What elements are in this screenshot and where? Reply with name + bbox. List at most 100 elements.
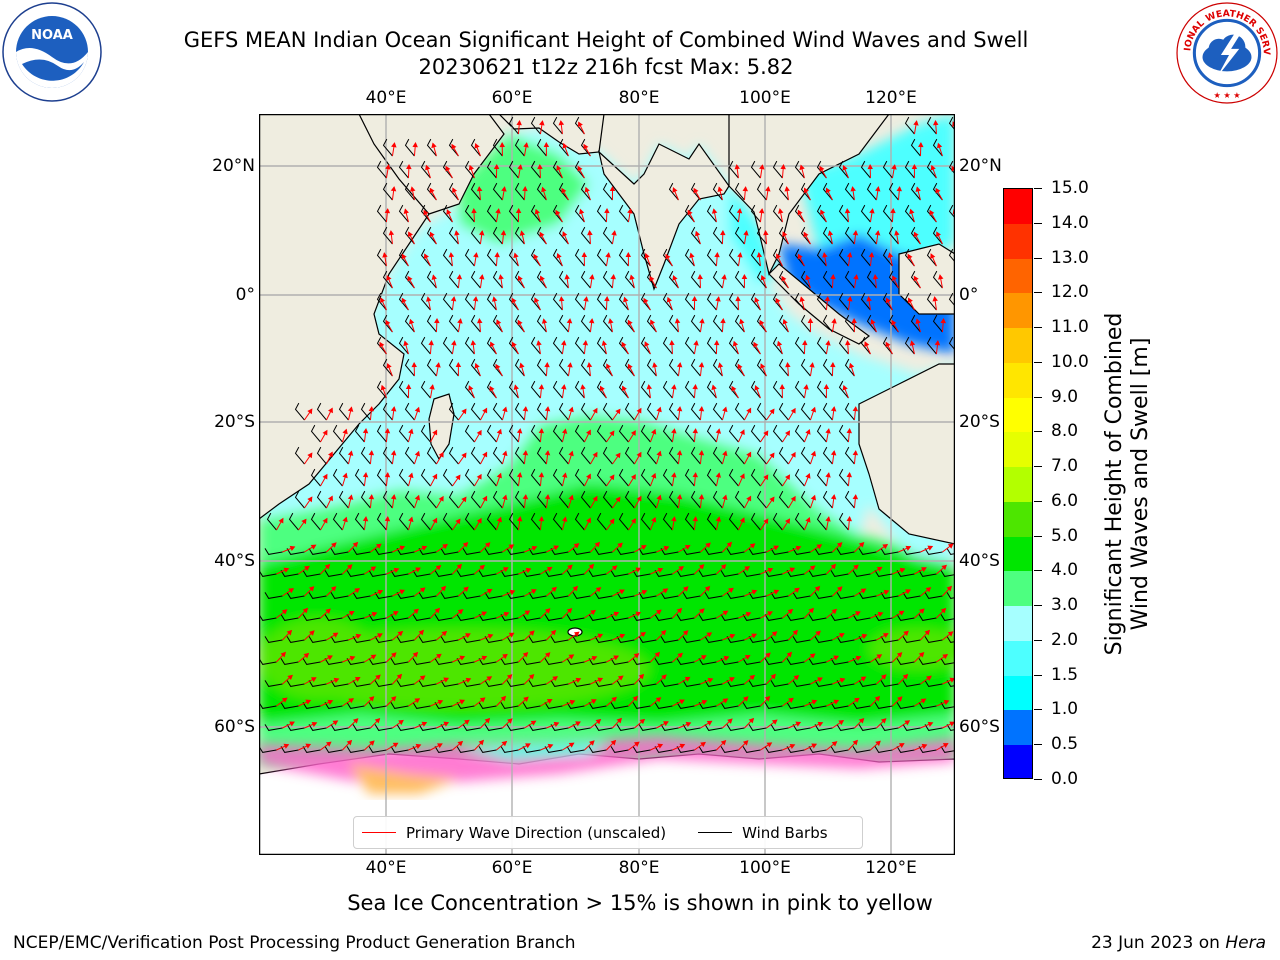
wind-barb [662, 380, 673, 399]
wave-direction-arrowhead [499, 141, 505, 148]
wind-barb [404, 358, 415, 377]
wind-barb [514, 402, 525, 421]
wave-direction-arrowhead [517, 319, 523, 326]
wave-direction-arrowhead [476, 473, 482, 480]
wind-barb [712, 226, 723, 245]
wave-direction-arrowhead [327, 655, 333, 661]
wave-direction-arrowhead [759, 164, 765, 170]
wave-direction-arrowhead [423, 209, 429, 216]
wave-direction-arrowhead [720, 317, 726, 324]
wind-barb [874, 702, 893, 709]
wave-direction-arrowhead [687, 209, 693, 216]
wind-barb [786, 614, 805, 621]
wind-barb [376, 248, 387, 267]
wave-direction-arrowhead [717, 186, 723, 193]
wave-direction-arrowhead [459, 699, 466, 705]
wind-barb [668, 446, 679, 465]
wave-direction-arrowhead [348, 698, 355, 704]
wind-barb [530, 292, 541, 311]
wave-direction-arrowhead [418, 629, 425, 636]
wind-barb [506, 548, 525, 555]
wind-barb [530, 116, 541, 135]
wave-direction-arrowhead [575, 677, 582, 683]
wave-direction-arrowhead [471, 207, 477, 214]
wind-barb [352, 680, 371, 687]
wave-direction-arrowhead [541, 186, 547, 193]
wind-barb [948, 292, 955, 307]
noaa-logo-icon: NOAA [2, 2, 102, 102]
wave-direction-arrowhead [429, 187, 435, 194]
wind-barb [360, 490, 371, 509]
wind-barb [580, 138, 591, 157]
wind-barb [462, 724, 481, 731]
wind-barb [616, 724, 635, 731]
wave-direction-arrowhead [374, 717, 381, 724]
wind-barb [624, 270, 635, 289]
wind-barb [310, 512, 321, 531]
wind-barb [860, 292, 871, 311]
wave-direction-arrowhead [943, 699, 950, 705]
lat-label-left: 40°S [214, 551, 255, 571]
wave-direction-arrowhead [368, 450, 375, 456]
wave-direction-arrowhead [947, 543, 954, 549]
wave-direction-arrowhead [619, 633, 626, 639]
wave-direction-arrowhead [734, 164, 741, 170]
wind-barb [462, 592, 481, 599]
wind-barb [800, 358, 811, 377]
wind-barb [726, 548, 745, 555]
wave-direction-arrowhead [682, 586, 689, 592]
wave-direction-arrowhead [805, 517, 811, 523]
wind-barb [390, 614, 409, 621]
wind-barb [910, 314, 921, 333]
wind-barb [690, 358, 701, 377]
wind-barb [352, 592, 371, 599]
wave-direction-arrowhead [415, 567, 421, 573]
wind-barb [750, 512, 761, 531]
wind-barb [332, 468, 343, 487]
wind-barb [888, 314, 899, 333]
wave-direction-arrowhead [885, 297, 891, 304]
wave-direction-arrowhead [814, 585, 821, 592]
wave-direction-arrowhead [913, 231, 919, 238]
wind-barb [830, 746, 849, 753]
wind-barb [904, 248, 915, 267]
wind-barb [690, 446, 701, 465]
wind-barb [434, 570, 453, 577]
wave-direction-arrowhead [824, 296, 831, 302]
wind-barb [772, 512, 783, 531]
wave-direction-arrowhead [390, 494, 397, 500]
colorbar-segment [1004, 467, 1032, 502]
wave-direction-arrowhead [717, 362, 724, 368]
wind-barb [838, 248, 849, 267]
wave-direction-arrowhead [657, 743, 664, 749]
wind-barb [726, 636, 745, 643]
wave-direction-arrowhead [289, 545, 296, 551]
wind-barb [448, 138, 459, 157]
colorbar-segment [1004, 189, 1032, 224]
wave-direction-arrowhead [672, 275, 678, 281]
wave-direction-arrowhead [805, 429, 811, 435]
wave-direction-arrowhead [307, 452, 313, 459]
wind-barb [618, 512, 629, 531]
wind-barb [618, 336, 629, 355]
wind-barb [420, 204, 431, 223]
wind-barb [412, 746, 431, 753]
colorbar-tick-label: 10.0 [1051, 351, 1089, 372]
wind-barb [684, 336, 695, 355]
wave-direction-arrowhead [651, 472, 657, 479]
wave-direction-arrowhead [936, 231, 941, 238]
wave-direction-arrowhead [934, 340, 941, 346]
wave-direction-arrowhead [765, 186, 771, 192]
wave-direction-arrowhead [759, 319, 765, 326]
wind-barb [772, 336, 783, 355]
wave-direction-arrowhead [362, 516, 369, 522]
wind-barb [816, 204, 827, 223]
wind-barb [530, 380, 541, 399]
colorbar-tick-label: 12.0 [1051, 282, 1089, 303]
wave-direction-arrowhead [940, 607, 947, 614]
wind-barb [728, 512, 739, 531]
wave-direction-arrowhead [771, 719, 778, 725]
colorbar-segment [1004, 640, 1032, 676]
wind-barb [836, 680, 855, 687]
wind-barb [880, 548, 899, 555]
